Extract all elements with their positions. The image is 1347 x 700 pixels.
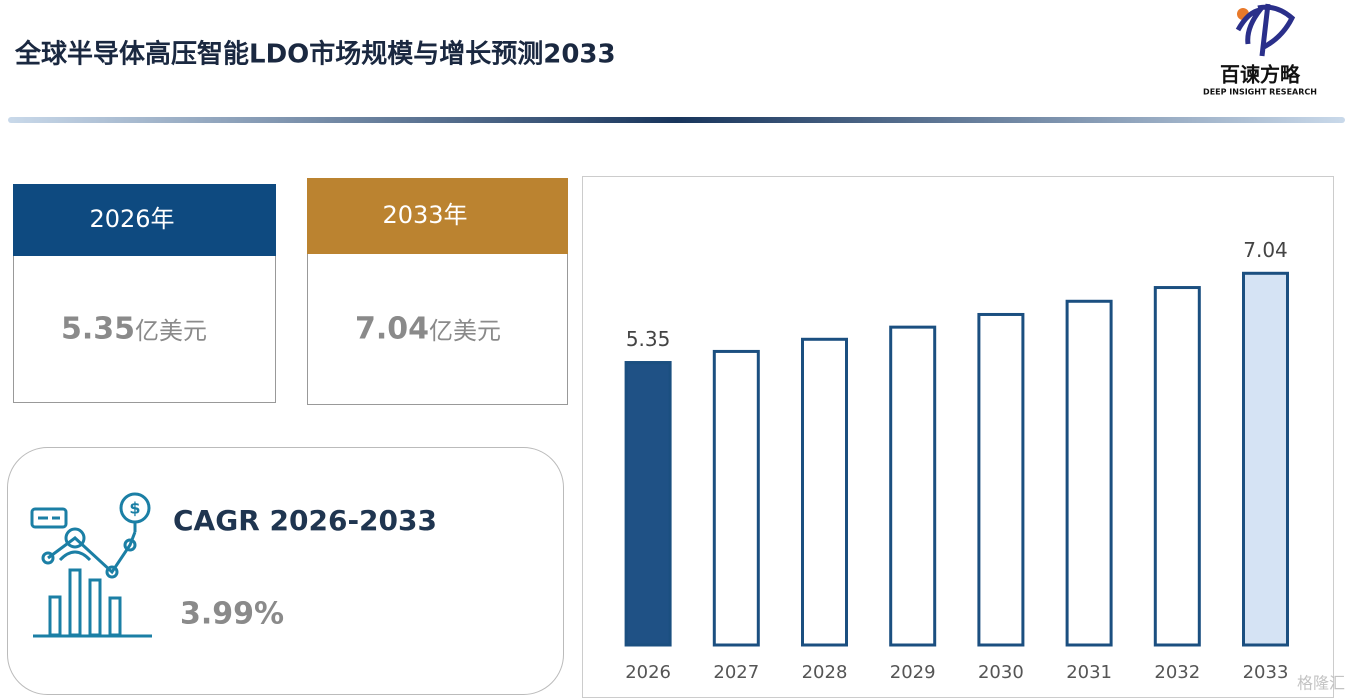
logo-name: 百谏方略	[1220, 63, 1301, 87]
x-tick-label: 2027	[713, 662, 759, 683]
x-tick-label: 2030	[978, 662, 1024, 683]
card-year: 2033年	[382, 201, 467, 229]
logo: 百谏方略 DEEP INSIGHT RESEARCH	[1203, 3, 1317, 97]
x-tick-label: 2032	[1154, 662, 1200, 683]
bar	[1242, 271, 1289, 647]
dollar-sign: $	[129, 499, 140, 518]
card-unit: 亿美元	[135, 317, 207, 345]
card-value: 7.04	[355, 312, 429, 347]
x-tick-label: 2031	[1066, 662, 1112, 683]
chart-frame	[582, 176, 1334, 698]
logo-tagline: DEEP INSIGHT RESEARCH	[1203, 88, 1317, 97]
card-value: 5.35	[61, 312, 135, 347]
cagr-frame	[7, 447, 564, 695]
cagr-label: CAGR 2026-2033	[173, 504, 437, 537]
x-tick-label: 2029	[890, 662, 936, 683]
logo-mark	[1235, 3, 1296, 57]
x-tick-label: 2026	[625, 662, 671, 683]
bar	[1065, 299, 1113, 647]
cagr-value: 3.99%	[180, 597, 284, 632]
page-title: 全球半导体高压智能LDO市场规模与增长预测2033	[14, 39, 616, 70]
divider	[8, 117, 1345, 123]
card-year: 2026年	[89, 205, 174, 233]
value-label: 7.04	[1243, 238, 1288, 262]
card-header	[13, 184, 276, 256]
card: 2033年 7.04 亿美元	[307, 178, 568, 405]
card-header	[307, 178, 568, 254]
bar	[712, 349, 760, 647]
watermark: 格隆汇	[1297, 674, 1345, 693]
bar	[801, 337, 848, 647]
card: 2026年 5.35 亿美元	[13, 184, 276, 403]
bar	[624, 361, 672, 647]
cagr-box: $ CAGR 2026-2033 3.99%	[7, 447, 564, 695]
bar	[977, 312, 1025, 647]
cagr-icon	[30, 492, 152, 638]
card-unit: 亿美元	[429, 317, 501, 345]
bar	[1153, 286, 1201, 647]
x-tick-label: 2033	[1243, 662, 1289, 683]
x-tick-label: 2028	[802, 662, 848, 683]
value-label: 5.35	[626, 327, 671, 351]
bar	[889, 325, 937, 647]
